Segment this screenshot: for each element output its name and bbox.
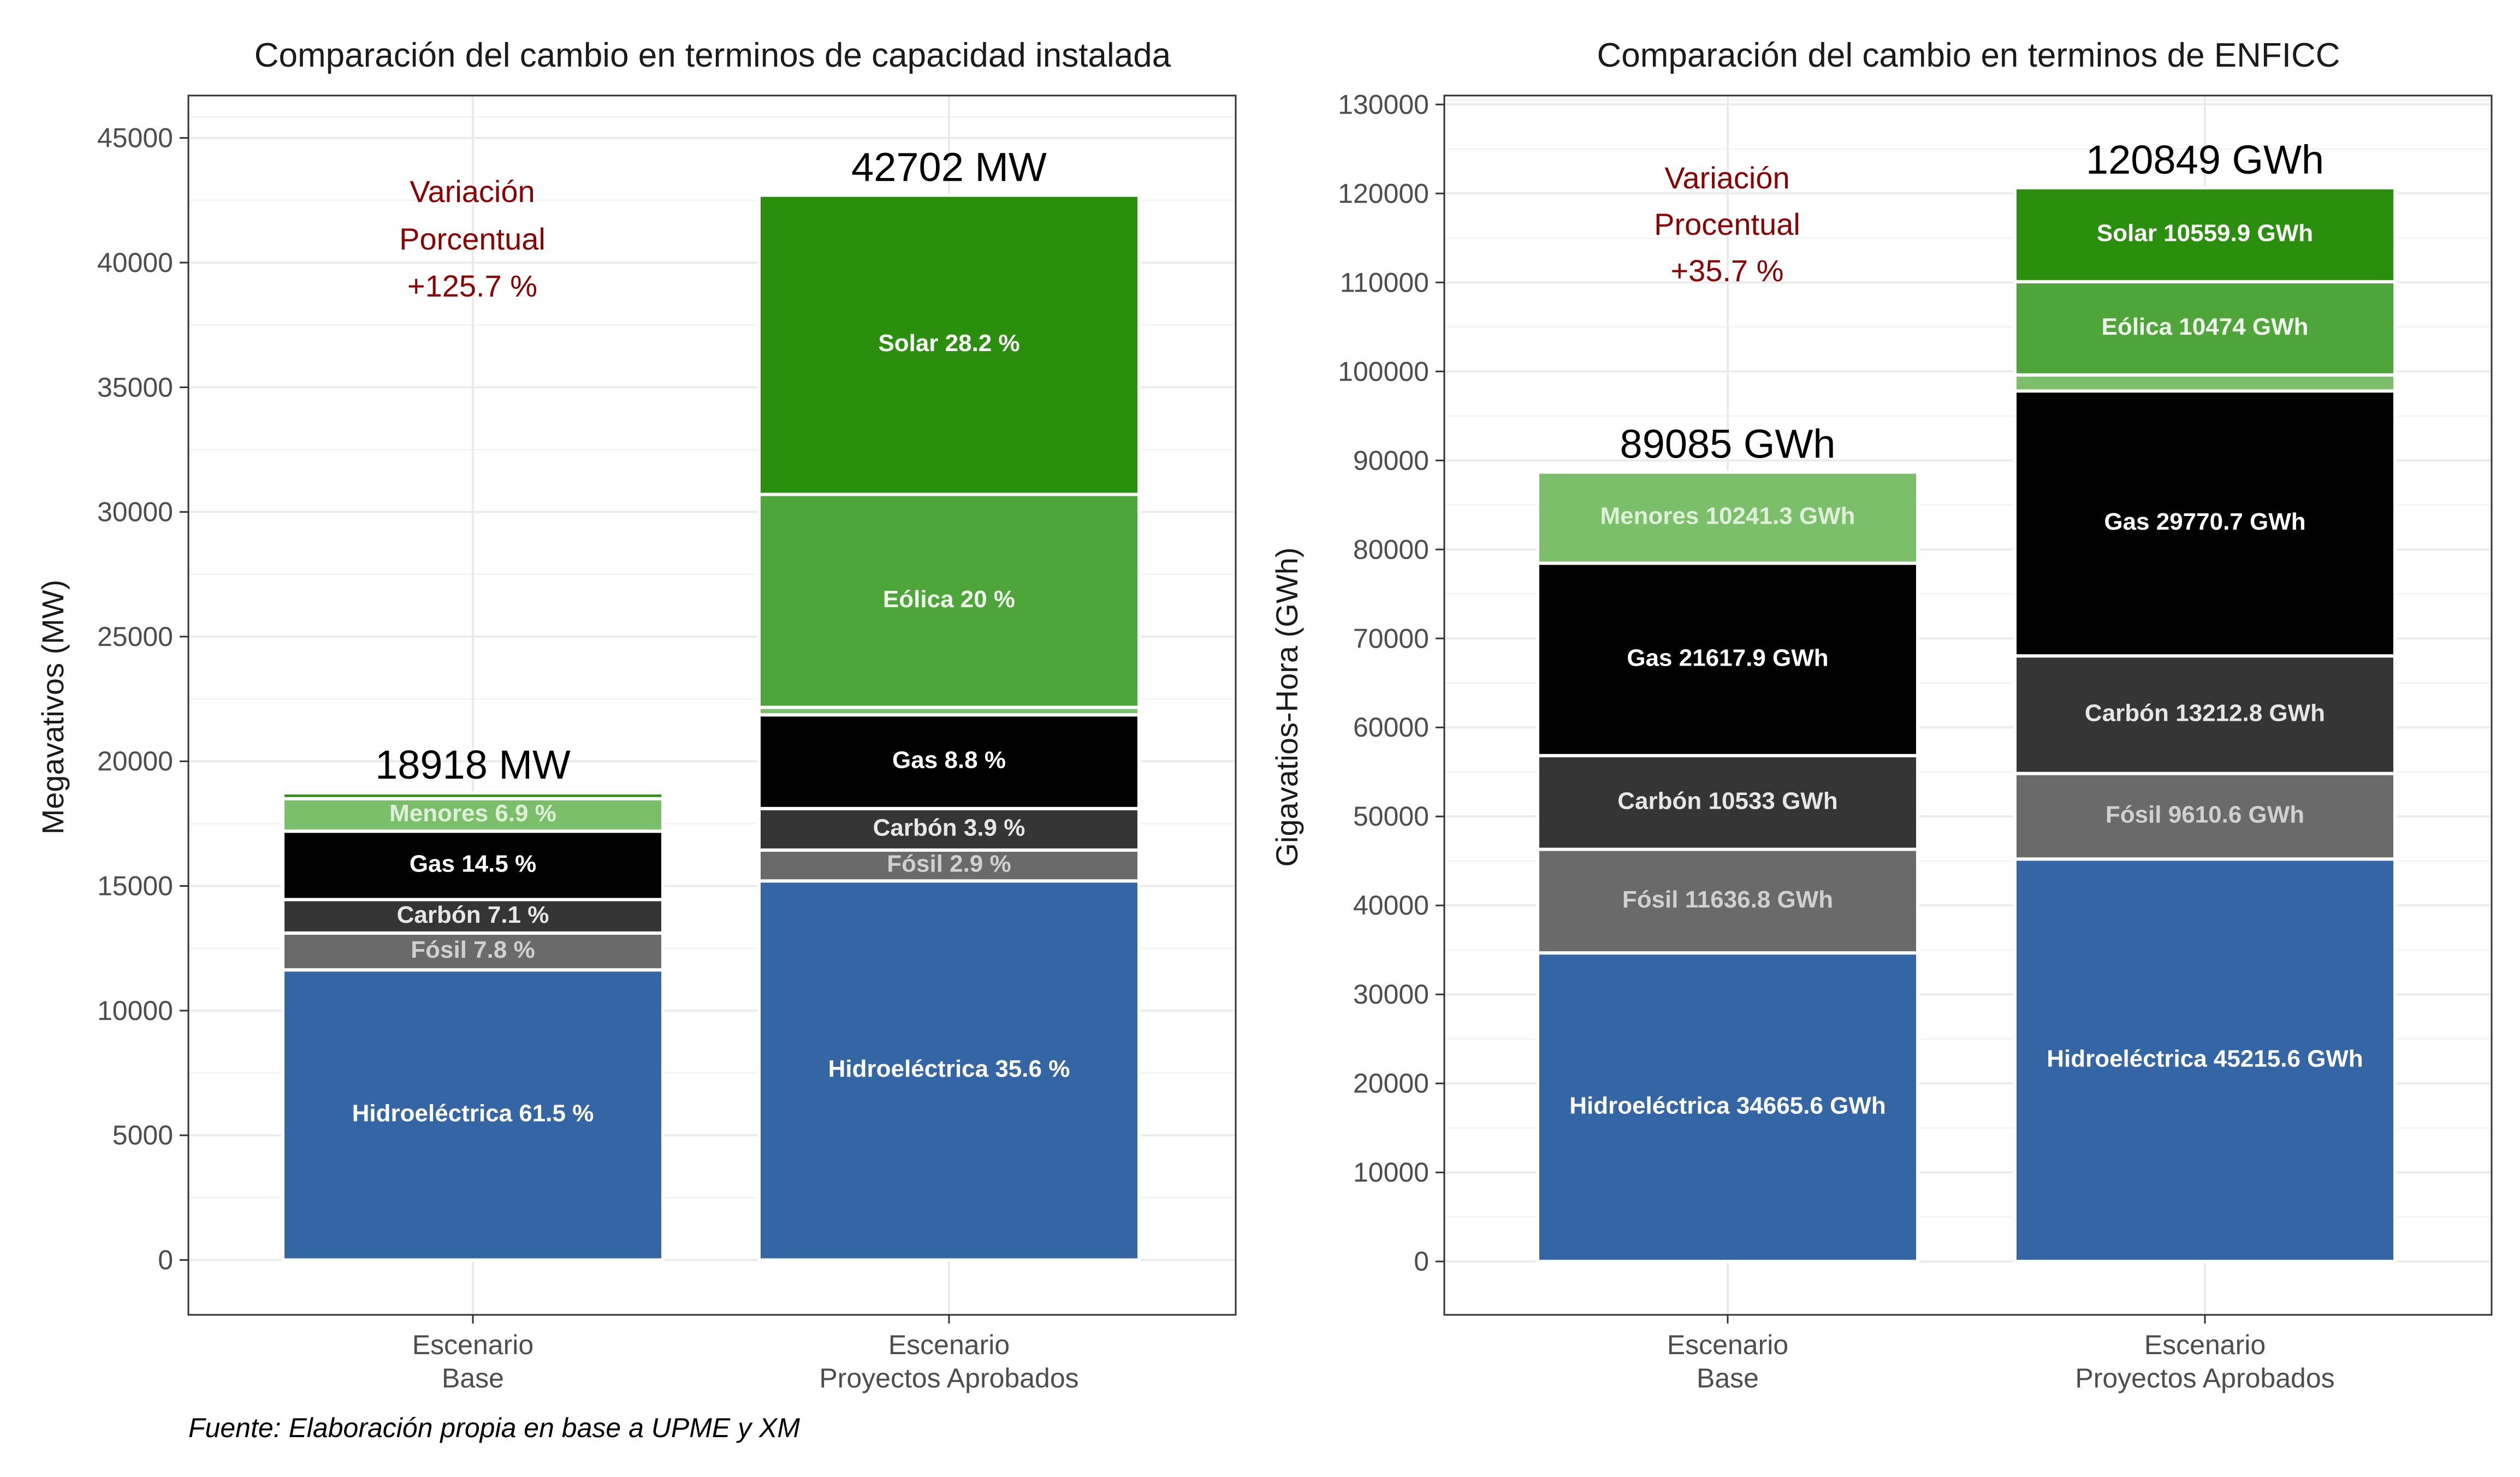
segment-label: Solar 10559.9 GWh xyxy=(2097,220,2313,246)
y-tick-label: 0 xyxy=(158,1245,173,1276)
y-tick-label: 10000 xyxy=(97,995,173,1026)
segment-label: Gas 14.5 % xyxy=(410,850,536,877)
segment-label: Fósil 11636.8 GWh xyxy=(1622,886,1833,913)
bar-segment-gas xyxy=(757,713,1141,810)
bar-segment-gas xyxy=(2013,389,2397,658)
segment-label: Gas 21617.9 GWh xyxy=(1627,644,1828,671)
x-tick-label-line1: Escenario xyxy=(888,1330,1010,1360)
y-axis-title: Gigavatios-Hora (GWh) xyxy=(1270,547,1304,867)
y-tick-label: 0 xyxy=(1414,1246,1429,1277)
bar-segment-hidroelectrica xyxy=(281,968,665,1262)
bar-total-label: 18918 MW xyxy=(375,742,571,787)
bar-segment-eolica xyxy=(2013,280,2397,377)
segment-label: Gas 8.8 % xyxy=(892,747,1006,774)
bar-segment-carbon xyxy=(757,806,1141,852)
bar-segment-fosil xyxy=(757,848,1141,883)
segment-label: Eólica 10474 GWh xyxy=(2101,313,2308,340)
y-tick-label: 120000 xyxy=(1338,178,1429,209)
bar-segment-solar xyxy=(281,791,665,800)
segment-label: Carbón 10533 GWh xyxy=(1617,787,1837,814)
stacked-bar: Hidroeléctrica 34665.6 GWh Fósil 11636.8 … xyxy=(1536,422,1919,1264)
bar-segment-solar xyxy=(2013,186,2397,283)
panel-installed-capacity: Comparación del cambio en terminos de ca… xyxy=(35,37,1237,1393)
panel-title: Comparación del cambio en terminos de ca… xyxy=(254,37,1171,74)
y-tick-label: 50000 xyxy=(1353,801,1429,832)
segment-label: Carbón 3.9 % xyxy=(873,814,1025,841)
x-tick-label-line1: Escenario xyxy=(1667,1330,1788,1360)
y-tick-label: 80000 xyxy=(1353,534,1429,565)
bar-segment-menores xyxy=(1536,470,1919,565)
segment-label: Gas 29770.7 GWh xyxy=(2104,508,2305,535)
segment-label: Menores 10241.3 GWh xyxy=(1600,503,1855,530)
y-tick-label: 35000 xyxy=(97,372,173,402)
bar-segment-hidroelectrica xyxy=(1536,951,1919,1264)
bar-segment-fosil xyxy=(2013,772,2397,861)
stacked-bar: Hidroeléctrica 35.6 % Fósil 2.9 % Carbón 3… xyxy=(757,145,1141,1262)
x-tick-label-line1: Escenario xyxy=(412,1330,533,1360)
bar-segment-fosil xyxy=(1536,847,1919,955)
y-tick-label: 20000 xyxy=(97,746,173,776)
x-tick-label-line2: Base xyxy=(1697,1363,1759,1393)
bar-segment-gas xyxy=(281,829,665,901)
x-tick-label-line2: Proyectos Aprobados xyxy=(2075,1363,2334,1393)
y-tick-label: 10000 xyxy=(1353,1157,1429,1188)
bar-segment-hidroelectrica xyxy=(2013,857,2397,1264)
y-tick-label: 40000 xyxy=(1353,890,1429,921)
bar-total-label: 42702 MW xyxy=(851,145,1047,190)
y-tick-label: 15000 xyxy=(97,871,173,901)
y-tick-label: 45000 xyxy=(97,123,173,153)
variation-text: +125.7 % xyxy=(407,269,537,303)
x-tick-label-line2: Proyectos Aprobados xyxy=(819,1363,1078,1393)
y-tick-label: 5000 xyxy=(112,1120,173,1150)
y-tick-label: 90000 xyxy=(1353,445,1429,476)
variation-text: Porcentual xyxy=(399,222,545,256)
variation-annotation: Variación Porcentual +125.7 % xyxy=(399,174,545,303)
segment-label: Eólica 20 % xyxy=(883,586,1015,613)
bar-segment-solar xyxy=(757,193,1141,496)
segment-label: Hidroeléctrica 61.5 % xyxy=(352,1100,594,1127)
variation-text: +35.7 % xyxy=(1670,253,1783,288)
y-tick-label: 70000 xyxy=(1353,623,1429,654)
y-tick-label: 110000 xyxy=(1340,267,1429,298)
variation-annotation: Variación Procentual +35.7 % xyxy=(1654,161,1800,288)
y-axis-title: Megavativos (MW) xyxy=(35,580,70,835)
panel-enficc: Comparación del cambio en terminos de EN… xyxy=(1270,37,2493,1393)
y-tick-label: 30000 xyxy=(97,497,173,527)
segment-label: Menores 6.9 % xyxy=(389,800,556,827)
stacked-bar: Hidroeléctrica 61.5 % Fósil 7.8 % Carbón 7… xyxy=(281,742,665,1262)
bar-total-label: 89085 GWh xyxy=(1620,422,1836,467)
bar-total-label: 120849 GWh xyxy=(2086,137,2324,182)
bar-segment-menores xyxy=(2013,373,2397,393)
y-tick-label: 60000 xyxy=(1353,712,1429,743)
segment-label: Hidroeléctrica 35.6 % xyxy=(828,1055,1070,1082)
segment-label: Fósil 2.9 % xyxy=(887,851,1011,877)
segment-label: Carbón 13212.8 GWh xyxy=(2085,700,2325,727)
x-tick-label-line1: Escenario xyxy=(2144,1330,2266,1360)
y-tick-label: 30000 xyxy=(1353,979,1429,1010)
bar-segment-carbon xyxy=(2013,654,2397,775)
y-tick-label: 25000 xyxy=(97,621,173,652)
segment-label: Hidroeléctrica 45215.6 GWh xyxy=(2047,1045,2363,1072)
bar-segment-gas xyxy=(1536,561,1919,757)
y-tick-label: 40000 xyxy=(97,247,173,278)
panel-border xyxy=(1443,94,2493,1316)
y-tick-label: 20000 xyxy=(1353,1068,1429,1099)
stacked-bar: Hidroeléctrica 45215.6 GWh Fósil 9610.6 G… xyxy=(2013,137,2397,1264)
variation-text: Variación xyxy=(1664,161,1789,195)
y-tick-label: 100000 xyxy=(1338,356,1429,387)
source-note: Fuente: Elaboración propia en base a UPM… xyxy=(188,1413,800,1443)
panel-title: Comparación del cambio en terminos de EN… xyxy=(1597,37,2340,74)
segment-label: Hidroeléctrica 34665.6 GWh xyxy=(1569,1092,1886,1119)
segment-label: Solar 28.2 % xyxy=(878,330,1019,357)
panel-border xyxy=(187,94,1237,1316)
variation-text: Variación xyxy=(410,174,535,209)
segment-label: Fósil 7.8 % xyxy=(411,936,535,963)
segment-label: Fósil 9610.6 GWh xyxy=(2106,802,2304,828)
y-tick-label: 130000 xyxy=(1338,89,1429,120)
bar-segment-carbon xyxy=(1536,754,1919,851)
x-tick-label-line2: Base xyxy=(442,1363,504,1393)
segment-label: Carbón 7.1 % xyxy=(397,901,549,928)
variation-text: Procentual xyxy=(1654,207,1800,241)
